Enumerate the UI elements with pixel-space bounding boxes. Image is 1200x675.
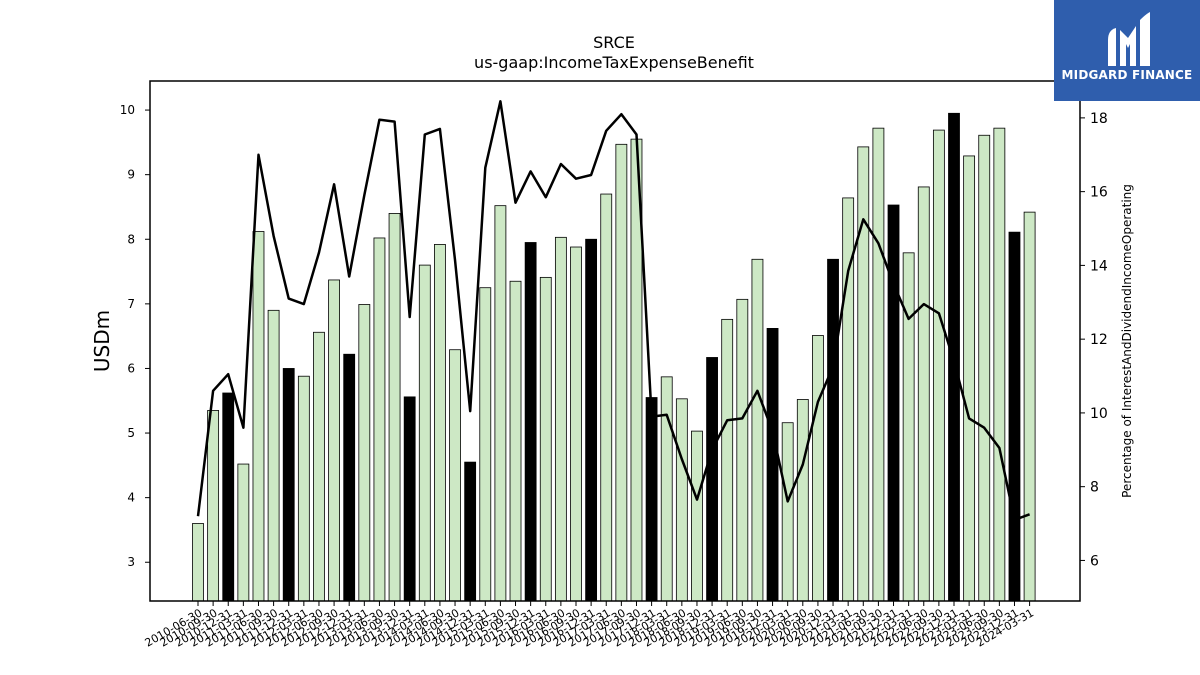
bar	[237, 463, 250, 602]
bar	[645, 397, 658, 602]
bar	[1008, 231, 1021, 602]
bar	[857, 146, 870, 602]
y2-tick-label: 10	[1090, 406, 1108, 422]
bar	[660, 376, 673, 602]
bar	[751, 258, 764, 602]
y-tick-label: 8	[127, 232, 135, 246]
y2-tick-label: 16	[1090, 185, 1108, 201]
bar	[932, 129, 945, 602]
bar	[827, 258, 839, 602]
bar	[963, 155, 976, 602]
bar	[494, 205, 507, 602]
bar	[418, 264, 431, 602]
bar	[796, 399, 809, 602]
bar	[554, 236, 567, 602]
bar	[434, 244, 446, 602]
bar	[585, 238, 598, 602]
bar	[781, 422, 794, 602]
bar	[358, 304, 371, 602]
bars-layer	[192, 112, 1036, 602]
bar	[766, 328, 779, 602]
bar	[721, 318, 734, 602]
bar	[509, 280, 522, 602]
bar	[675, 398, 688, 602]
line-layer	[196, 100, 1031, 522]
y-axis-label-left: USDm	[90, 310, 114, 372]
bar	[887, 204, 900, 602]
bar	[615, 143, 628, 602]
bar	[1023, 211, 1036, 602]
bar	[373, 237, 386, 602]
bar	[600, 193, 613, 602]
bar	[328, 279, 340, 602]
bar	[222, 392, 235, 602]
left-axis: 3 4 5 6 7 8 9 10	[120, 103, 150, 569]
y2-tick-label: 8	[1090, 480, 1099, 496]
bar	[252, 231, 265, 602]
x-axis: 2010-06-302010-09-302010-12-312011-03-31…	[143, 601, 1036, 650]
y-axis-label-right: Percentage of InterestAndDividendIncomeO…	[1120, 184, 1134, 498]
bar	[524, 242, 537, 602]
logo: MIDGARD FINANCE	[1054, 0, 1200, 101]
bar	[812, 335, 824, 602]
bar	[282, 368, 295, 602]
y-tick-label: 5	[127, 426, 135, 440]
bar	[691, 430, 703, 602]
bar	[902, 252, 915, 602]
logo-text: MIDGARD FINANCE	[1061, 68, 1193, 82]
chart-subtitle: us-gaap:IncomeTaxExpenseBenefit	[474, 53, 754, 72]
bar	[449, 349, 461, 602]
bar	[570, 246, 582, 602]
chart-title: SRCE	[593, 33, 635, 52]
bar	[343, 353, 356, 602]
right-axis: 6 8 10 12 14 16 18	[1080, 111, 1108, 569]
y2-tick-label: 6	[1090, 553, 1099, 569]
y-tick-label: 3	[127, 555, 135, 569]
bar	[388, 213, 401, 602]
y-tick-label: 7	[127, 297, 135, 311]
bar	[207, 410, 220, 602]
y2-tick-label: 18	[1090, 111, 1108, 127]
bar	[706, 357, 718, 602]
series-line	[196, 100, 1031, 522]
bar	[993, 127, 1006, 602]
y-tick-label: 6	[127, 361, 135, 375]
bar	[297, 375, 310, 602]
bar	[464, 461, 477, 602]
bar	[479, 287, 492, 602]
bar	[736, 298, 749, 602]
y-tick-label: 4	[127, 491, 135, 505]
bar	[539, 276, 552, 602]
bar	[872, 127, 885, 602]
bar	[313, 331, 325, 602]
bar	[917, 186, 930, 602]
bar	[267, 309, 280, 602]
bar	[192, 523, 204, 602]
bar	[978, 134, 991, 602]
bar	[403, 396, 416, 602]
y2-tick-label: 14	[1090, 258, 1108, 274]
y-tick-label: 10	[120, 103, 135, 117]
y2-tick-label: 12	[1090, 332, 1108, 348]
y-tick-label: 9	[127, 168, 135, 182]
plot-frame	[149, 80, 1081, 602]
midgard-logo-icon	[1108, 12, 1150, 66]
